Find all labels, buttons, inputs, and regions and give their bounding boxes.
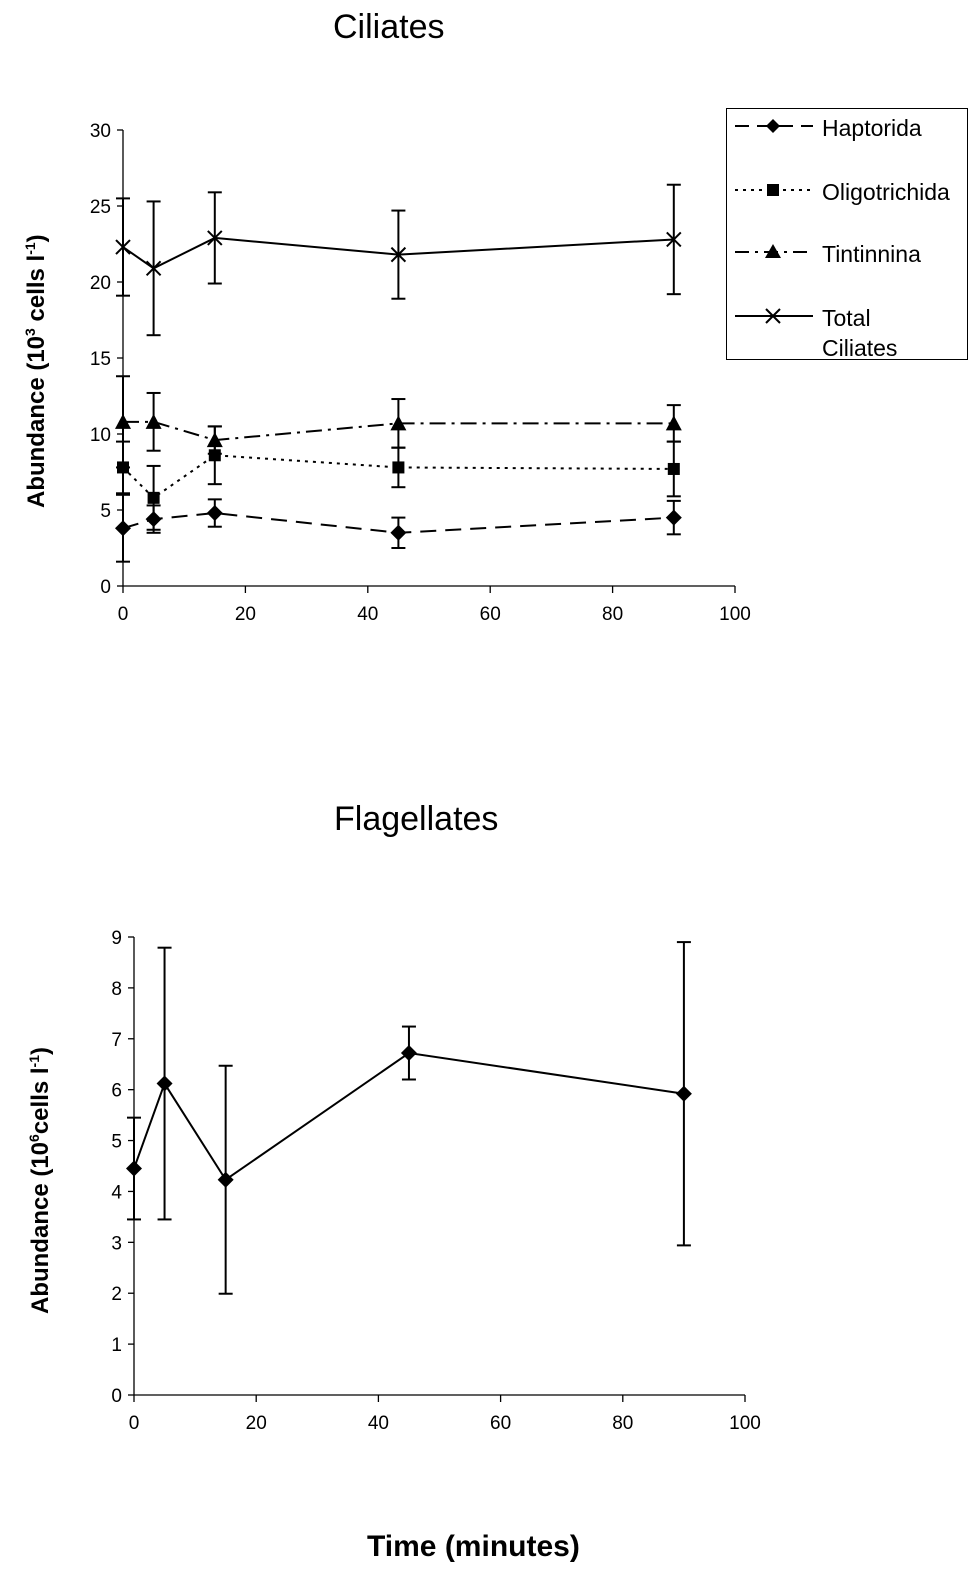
flagellates-x-tick-label: 100: [729, 1413, 761, 1434]
flagellates-x-tick-label: 20: [246, 1413, 267, 1434]
legend-item-oligotrichida: Oligotrichida: [727, 175, 967, 205]
ciliates-data-point: [206, 505, 223, 522]
flagellates-x-tick-label: 80: [612, 1413, 633, 1434]
ciliates-data-point: [115, 413, 131, 429]
flagellates-y-tick-label: 7: [111, 1030, 122, 1051]
flagellates-y-tick-label: 8: [111, 979, 122, 1000]
ciliates-series-2: [115, 375, 682, 469]
ciliates-data-point: [666, 231, 682, 248]
legend-item-total-ciliates: Total Ciliates: [727, 301, 967, 361]
ciliates-legend: Haptorida Oligotrichida Tintinnina Total…: [726, 108, 968, 361]
ciliates-x-tick-label: 80: [602, 604, 623, 625]
legend-item-tintinnina: Tintinnina: [727, 237, 967, 267]
ciliates-series-3: [115, 183, 682, 337]
flagellates-chart-title: Flagellates: [334, 800, 499, 838]
flagellates-y-tick-label: 5: [111, 1132, 122, 1153]
ciliates-data-point: [665, 509, 682, 526]
ciliates-data-point: [207, 230, 223, 246]
flagellates-series-0: [126, 941, 692, 1295]
ciliates-data-point: [667, 462, 680, 475]
ciliates-data-point: [390, 524, 407, 541]
flagellates-y-tick-label: 1: [111, 1335, 122, 1356]
flagellates-data-point: [156, 1075, 173, 1092]
flagellates-y-tick-label: 4: [111, 1182, 122, 1203]
ciliates-data-point: [392, 461, 405, 474]
legend-label-haptorida: Haptorida: [822, 115, 922, 141]
ciliates-data-point: [115, 520, 131, 537]
legend-item-haptorida: Haptorida: [727, 111, 967, 141]
ciliates-x-tick-label: 0: [118, 604, 129, 625]
ciliates-y-tick-label: 5: [100, 501, 111, 522]
ciliates-y-tick-label: 20: [90, 273, 111, 294]
flagellates-data-point: [675, 1085, 692, 1102]
flagellates-data-point: [126, 1160, 142, 1177]
flagellates-chart: 0 1 2 3 4 5 6 7 8 9 0 20 40 60 80 100: [111, 928, 761, 1434]
ciliates-x-tick-label: 100: [719, 604, 751, 625]
ciliates-data-point: [390, 246, 407, 263]
flagellates-data-point: [217, 1171, 234, 1188]
flagellates-y-tick-label: 2: [111, 1284, 122, 1305]
ciliates-x-tick-label: 20: [235, 604, 256, 625]
ciliates-data-point: [206, 432, 223, 448]
flagellates-x-tick-label: 40: [368, 1413, 389, 1434]
ciliates-data-point: [665, 415, 682, 431]
ciliates-y-tick-label: 0: [100, 577, 111, 598]
legend-label-oligotrichida: Oligotrichida: [822, 179, 950, 205]
ciliates-data-point: [147, 491, 160, 504]
flagellates-y-tick-label: 0: [111, 1386, 122, 1407]
ciliates-y-tick-label: 10: [90, 425, 111, 446]
ciliates-y-tick-label: 25: [90, 197, 111, 218]
ciliates-y-tick-label: 30: [90, 121, 111, 142]
ciliates-x-tick-label: 60: [480, 604, 501, 625]
ciliates-data-point: [145, 260, 162, 277]
flagellates-x-tick-label: 60: [490, 1413, 511, 1434]
ciliates-data-point: [208, 449, 221, 462]
x-axis-label: Time (minutes): [367, 1530, 580, 1563]
ciliates-chart: 0 5 10 15 20 25 30 0 20 40 60 80 100: [90, 121, 751, 625]
ciliates-data-point: [115, 239, 131, 255]
flagellates-y-tick-label: 9: [111, 928, 122, 949]
ciliates-series-line: [122, 454, 674, 500]
ciliates-x-tick-label: 40: [357, 604, 378, 625]
ciliates-y-tick-label: 15: [90, 349, 111, 370]
flagellates-y-tick-label: 3: [111, 1233, 122, 1254]
flagellates-data-point: [400, 1045, 417, 1062]
legend-label-tintinnina: Tintinnina: [822, 241, 921, 267]
ciliates-chart-title: Ciliates: [333, 8, 445, 46]
flagellates-y-tick-label: 6: [111, 1081, 122, 1102]
ciliates-data-point: [390, 415, 407, 431]
flagellates-x-tick-label: 0: [129, 1413, 140, 1434]
ciliates-data-point: [145, 413, 162, 429]
legend-label-total-ciliates: Total Ciliates: [822, 305, 898, 361]
